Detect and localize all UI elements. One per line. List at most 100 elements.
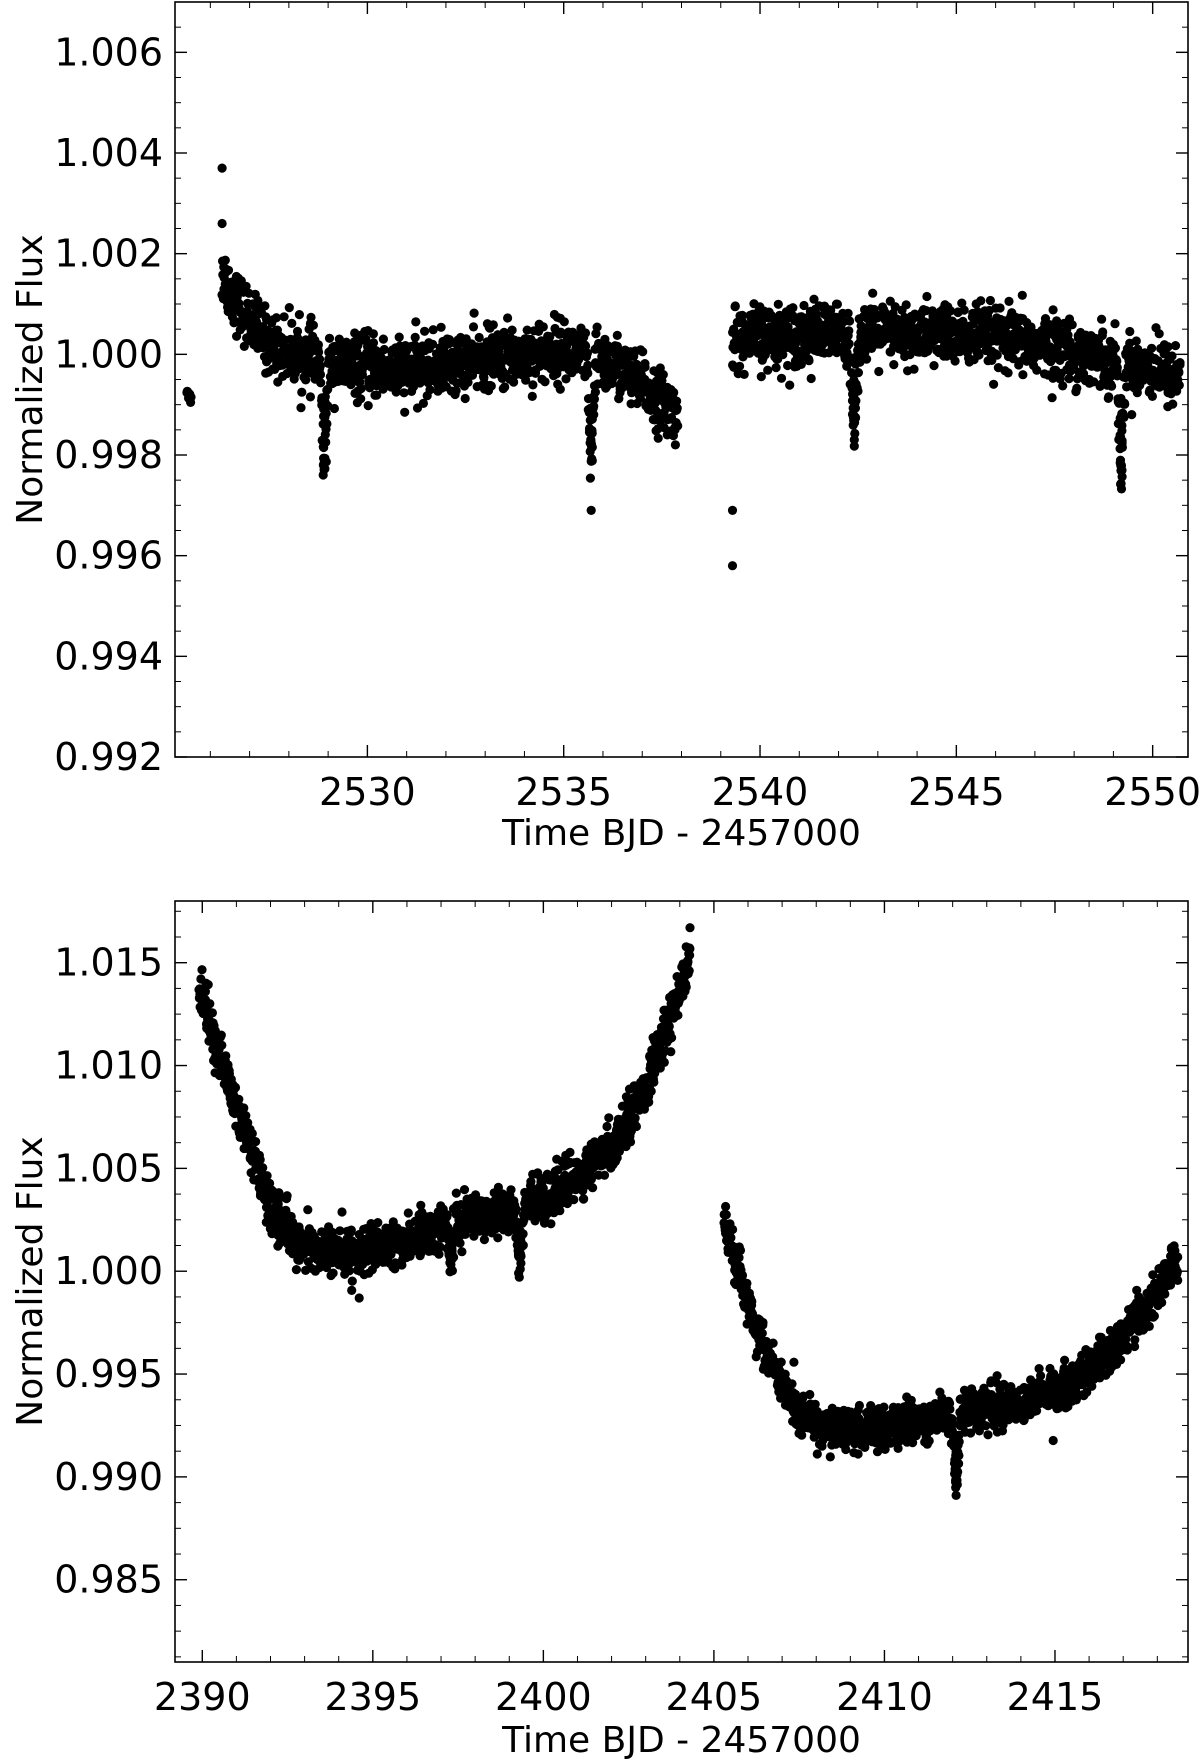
data-point (356, 394, 366, 404)
data-point (279, 312, 289, 322)
data-point (1089, 377, 1099, 387)
data-point (845, 316, 855, 326)
data-point (315, 361, 325, 371)
data-point (672, 396, 682, 406)
transit-point (850, 428, 860, 439)
y-tick-label: 0.998 (54, 433, 163, 477)
data-point (844, 339, 854, 349)
outlier-point (727, 561, 738, 571)
data-point (241, 1111, 251, 1121)
data-point (463, 377, 473, 387)
data-point (434, 1249, 444, 1259)
data-point (447, 1266, 457, 1276)
data-point (728, 1224, 738, 1235)
data-point (825, 1452, 835, 1462)
outlier-point (727, 505, 738, 515)
data-point (368, 329, 378, 339)
data-point (400, 407, 410, 417)
data-point (435, 1242, 445, 1252)
data-point (217, 1040, 227, 1050)
data-point (282, 1191, 292, 1201)
transit-point (1115, 455, 1126, 465)
data-point (1017, 290, 1027, 300)
data-point (522, 325, 532, 335)
data-point (1163, 342, 1173, 352)
data-point (301, 375, 311, 385)
transit-point (849, 392, 859, 402)
data-point (583, 360, 593, 370)
data-point (1110, 343, 1120, 353)
data-point (294, 310, 304, 320)
data-point (653, 433, 663, 443)
data-point (216, 1030, 226, 1040)
y-tick-label: 1.004 (54, 131, 163, 175)
data-point (555, 384, 565, 394)
data-point (809, 294, 819, 304)
data-point (459, 1185, 470, 1195)
data-point (528, 380, 538, 390)
data-point (1167, 351, 1177, 361)
x-tick-label: 2550 (1104, 770, 1200, 814)
data-point (540, 377, 550, 387)
data-point (508, 377, 519, 387)
data-point (992, 350, 1002, 360)
data-point (1112, 362, 1122, 373)
data-point (442, 1210, 452, 1220)
data-point (989, 379, 999, 389)
transit-point (850, 379, 860, 389)
data-point (1174, 380, 1184, 390)
data-point (1048, 305, 1058, 315)
data-point (234, 1094, 244, 1104)
data-point (685, 944, 695, 954)
data-point (296, 403, 306, 413)
transit-point (318, 419, 328, 429)
data-point (363, 401, 373, 411)
data-point (585, 473, 596, 483)
data-point (945, 306, 956, 316)
top-y-axis-label: Normalized Flux (10, 234, 51, 524)
data-point (901, 300, 911, 310)
data-point (763, 365, 773, 375)
data-point (328, 1268, 338, 1278)
data-point (1053, 324, 1063, 334)
data-point (357, 369, 367, 380)
data-point (247, 1128, 257, 1139)
data-point (1058, 381, 1068, 391)
data-point (757, 1328, 767, 1338)
data-point (995, 303, 1005, 313)
data-point (221, 1051, 231, 1061)
top-light-curve-chart: 2530 2535 2540 2545 25500.9920.9940.9960.998… (10, 1, 1200, 854)
data-point (669, 387, 679, 398)
data-point (959, 305, 969, 315)
data-point (503, 313, 513, 323)
data-point (673, 421, 683, 431)
data-point (853, 368, 864, 378)
data-point (810, 1399, 820, 1409)
data-point (826, 305, 836, 315)
data-point (555, 1206, 565, 1216)
data-point (659, 1057, 669, 1067)
transit-point (320, 412, 330, 422)
data-point (205, 999, 215, 1009)
data-point (1072, 383, 1082, 393)
data-point (292, 326, 303, 336)
data-point (527, 391, 537, 401)
data-point (425, 385, 435, 395)
data-point (796, 359, 806, 369)
y-tick-label: 0.992 (54, 735, 163, 779)
data-point (1168, 399, 1178, 409)
data-point (721, 1210, 731, 1220)
data-point (1117, 442, 1127, 452)
data-point (468, 322, 479, 332)
data-point (673, 1010, 683, 1020)
data-point (739, 369, 749, 379)
transit-point (587, 403, 597, 413)
data-point (771, 363, 781, 373)
data-point (1127, 410, 1137, 420)
transit-point (585, 415, 595, 425)
data-point (1131, 336, 1141, 346)
data-point (924, 1436, 934, 1446)
data-point (372, 390, 382, 400)
data-point (602, 1121, 612, 1132)
